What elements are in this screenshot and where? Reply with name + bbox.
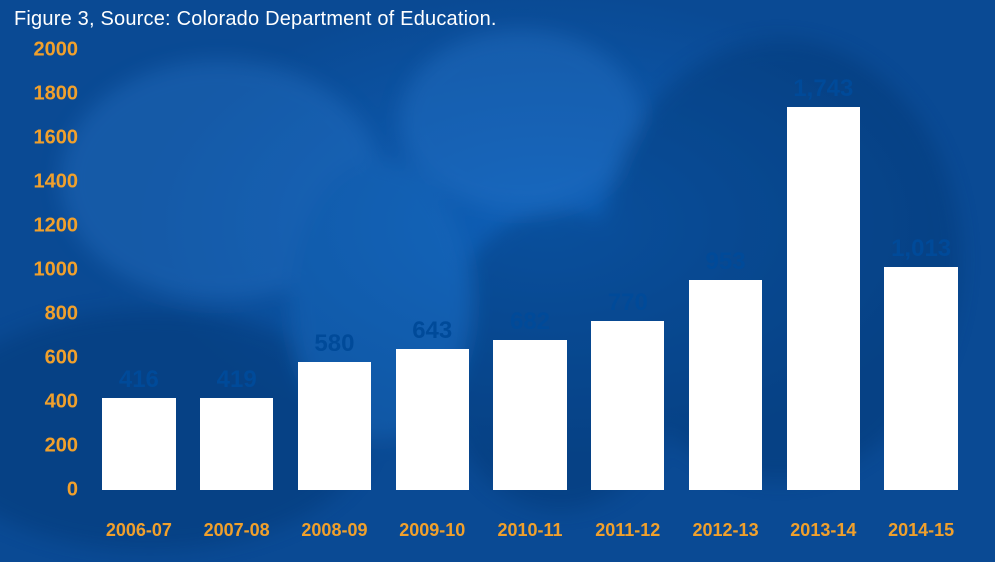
- bar-value-label: 1,743: [793, 75, 853, 103]
- x-tick-label: 2014-15: [888, 520, 954, 541]
- y-tick-label: 0: [67, 479, 78, 502]
- y-tick-label: 1400: [34, 171, 79, 194]
- chart-title: Figure 3, Source: Colorado Department of…: [14, 8, 497, 31]
- bar-value-label: 682: [510, 308, 550, 336]
- bar: [884, 267, 957, 490]
- x-tick-label: 2011-12: [595, 520, 660, 541]
- y-tick-label: 2000: [34, 39, 79, 62]
- x-tick-label: 2007-08: [204, 520, 270, 541]
- chart-root: Figure 3, Source: Colorado Department of…: [0, 0, 995, 562]
- bar: [787, 107, 860, 490]
- bar-value-label: 580: [314, 330, 354, 358]
- y-tick-label: 1000: [34, 259, 79, 282]
- y-tick-label: 1200: [34, 215, 79, 238]
- y-tick-label: 800: [45, 303, 78, 326]
- bar: [102, 398, 175, 490]
- bar-value-label: 419: [217, 366, 257, 394]
- y-tick-label: 1800: [34, 83, 79, 106]
- bar-value-label: 416: [119, 366, 159, 394]
- bar-value-label: 1,013: [891, 235, 951, 263]
- plot-area: 0200400600800100012001400160018002000416…: [90, 50, 970, 490]
- bar: [689, 280, 762, 490]
- x-tick-label: 2013-14: [790, 520, 856, 541]
- bar: [591, 321, 664, 490]
- y-tick-label: 400: [45, 391, 78, 414]
- x-tick-label: 2010-11: [497, 520, 562, 541]
- y-tick-label: 1600: [34, 127, 79, 150]
- y-tick-label: 200: [45, 435, 78, 458]
- bar: [298, 362, 371, 490]
- x-tick-label: 2012-13: [693, 520, 759, 541]
- x-tick-label: 2008-09: [301, 520, 367, 541]
- x-tick-label: 2009-10: [399, 520, 465, 541]
- bar-value-label: 770: [608, 289, 648, 317]
- bar-value-label: 643: [412, 317, 452, 345]
- y-tick-label: 600: [45, 347, 78, 370]
- x-tick-label: 2006-07: [106, 520, 172, 541]
- bar: [200, 398, 273, 490]
- bar-value-label: 953: [706, 248, 746, 276]
- bar: [396, 349, 469, 490]
- bar: [493, 340, 566, 490]
